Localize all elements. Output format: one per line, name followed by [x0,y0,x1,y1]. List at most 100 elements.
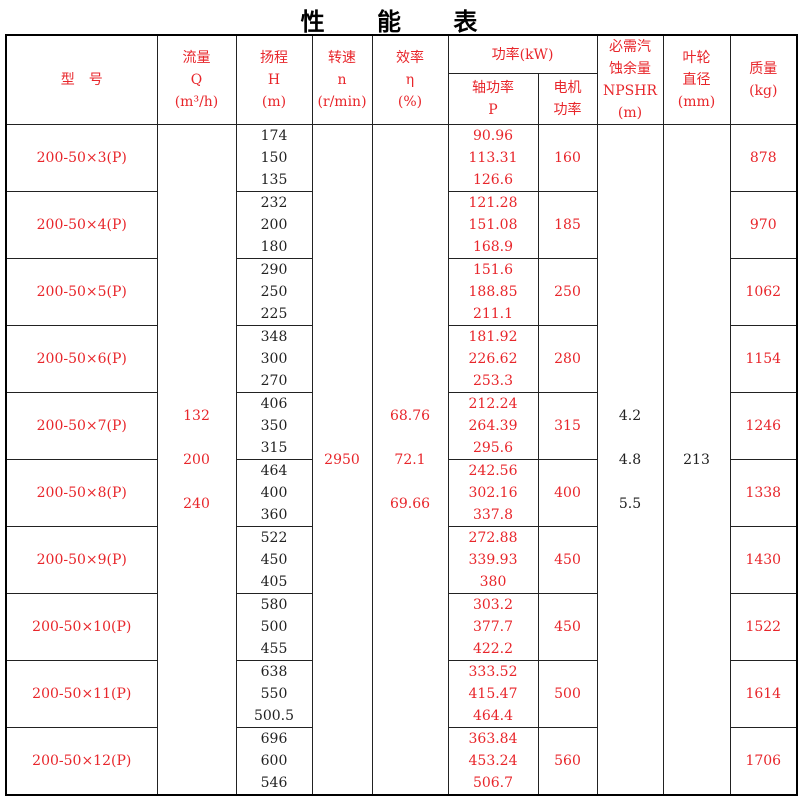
table-row: 450 339.93 [6,549,797,571]
shaft-power-cell: 181.92 [447,325,539,348]
shaft-power-cell: 253.3 [447,370,539,393]
shaft-power-cell: 302.16 [447,482,539,504]
performance-table: 型 号 流量 Q (m³/h) 扬程 H (m) 转速 n (r/min) 效率 η (%) 功… [5,34,799,796]
table-row: 600 453.24 [6,750,797,772]
shaft-power-cell: 126.6 [447,169,539,192]
header-impeller: 叶轮 直径 (mm) [662,34,731,125]
shaft-power-cell: 264.39 [447,415,539,437]
table-row: 135 126.6 [6,169,797,192]
speed-cell: 2950 [311,124,373,796]
head-cell: 232 [235,191,313,214]
header-shaft-power: 轴功率 P [447,73,539,125]
mass-cell: 970 [729,191,798,259]
flow-cell-value: 132 [183,407,210,424]
motor-power-cell: 450 [537,526,598,594]
shaft-power-cell: 339.93 [447,549,539,571]
shaft-power-cell: 303.2 [447,593,539,616]
table-row: 500.5 464.4 [6,705,797,728]
shaft-power-cell: 453.24 [447,750,539,772]
npshr-cell: 4.2 4.8 5.5 [596,124,664,796]
head-cell: 270 [235,370,313,393]
table-row: 200-50×7(P) 406 212.24 315 1246 [5,392,798,460]
header-head: 扬程 H (m) [235,34,313,125]
shaft-power-cell: 226.62 [447,348,539,370]
motor-power-cell: 185 [537,191,598,259]
model-cell: 200-50×3(P) [5,124,158,192]
table-row: 200-50×12(P) 696 363.84 560 1706 [5,727,798,796]
model-cell: 200-50×7(P) [5,392,158,460]
shaft-power-cell: 188.85 [447,281,539,303]
table-row: 200-50×8(P) 464 242.56 400 1338 [5,459,798,527]
mass-cell: 1706 [729,727,798,796]
npshr-value: 4.2 [618,407,642,424]
shaft-power-cell: 363.84 [447,727,539,750]
table-row: 455 422.2 [6,638,797,661]
shaft-power-cell: 212.24 [447,392,539,415]
table-row: 360 337.8 [6,504,797,527]
shaft-power-cell: 151.08 [447,214,539,236]
model-cell: 200-50×6(P) [5,325,158,393]
mass-cell: 1614 [729,660,798,728]
head-cell: 580 [235,593,313,616]
table-row: 350 264.39 [6,415,797,437]
shaft-power-cell: 151.6 [447,258,539,281]
page-title: 性 能 表 [300,8,500,36]
table-row: 200-50×11(P) 638 333.52 500 1614 [5,660,798,728]
mass-cell: 1246 [729,392,798,460]
motor-power-cell: 400 [537,459,598,527]
shaft-power-cell: 415.47 [447,683,539,705]
head-cell: 464 [235,459,313,482]
table-body: 200-50×3(P) 132 200 240 174 2950 68.76 72.1 69.6… [5,124,798,796]
mass-cell: 1522 [729,593,798,661]
head-cell: 600 [235,750,313,772]
table-row: 300 226.62 [6,348,797,370]
table-row: 200-50×4(P) 232 121.28 185 970 [5,191,798,259]
shaft-power-cell: 380 [447,571,539,594]
head-cell: 360 [235,504,313,527]
model-cell: 200-50×9(P) [5,526,158,594]
flow-cell: 132 200 240 [156,124,237,796]
mass-cell: 1430 [729,526,798,594]
header-power: 功率(kW) [447,34,598,74]
head-cell: 455 [235,638,313,661]
model-cell: 200-50×8(P) [5,459,158,527]
flow-cell-value: 200 [183,451,210,468]
shaft-power-cell: 242.56 [447,459,539,482]
table-row: 200-50×5(P) 290 151.6 250 1062 [5,258,798,326]
header-mass: 质量 (kg) [729,34,798,125]
flow-cell-value: 240 [183,495,210,512]
table-row: 200-50×9(P) 522 272.88 450 1430 [5,526,798,594]
motor-power-cell: 450 [537,593,598,661]
shaft-power-cell: 113.31 [447,147,539,169]
motor-power-cell: 560 [537,727,598,796]
shaft-power-cell: 333.52 [447,660,539,683]
header-model: 型 号 [5,34,158,125]
table-row: 250 188.85 [6,281,797,303]
table-row: 200-50×3(P) 132 200 240 174 2950 68.76 72.1 69.6… [5,124,798,796]
head-cell: 550 [235,683,313,705]
head-cell: 200 [235,214,313,236]
model-cell: 200-50×11(P) [5,660,158,728]
model-cell: 200-50×10(P) [5,593,158,661]
head-cell: 405 [235,571,313,594]
head-cell: 225 [235,303,313,326]
head-cell: 180 [235,236,313,259]
head-cell: 350 [235,415,313,437]
header-flow: 流量 Q (m³/h) [156,34,237,125]
header-efficiency: 效率 η (%) [371,34,449,125]
efficiency-cell-value: 72.1 [394,451,426,468]
model-cell: 200-50×5(P) [5,258,158,326]
mass-cell: 878 [729,124,798,192]
shaft-power-cell: 464.4 [447,705,539,728]
motor-power-cell: 315 [537,392,598,460]
table-row: 550 415.47 [6,683,797,705]
table-row: 225 211.1 [6,303,797,326]
shaft-power-cell: 295.6 [447,437,539,460]
shaft-power-cell: 377.7 [447,616,539,638]
model-cell: 200-50×4(P) [5,191,158,259]
shaft-power-cell: 506.7 [447,772,539,796]
model-cell: 200-50×12(P) [5,727,158,796]
efficiency-cell: 68.76 72.1 69.66 [371,124,449,796]
shaft-power-cell: 121.28 [447,191,539,214]
shaft-power-cell: 168.9 [447,236,539,259]
